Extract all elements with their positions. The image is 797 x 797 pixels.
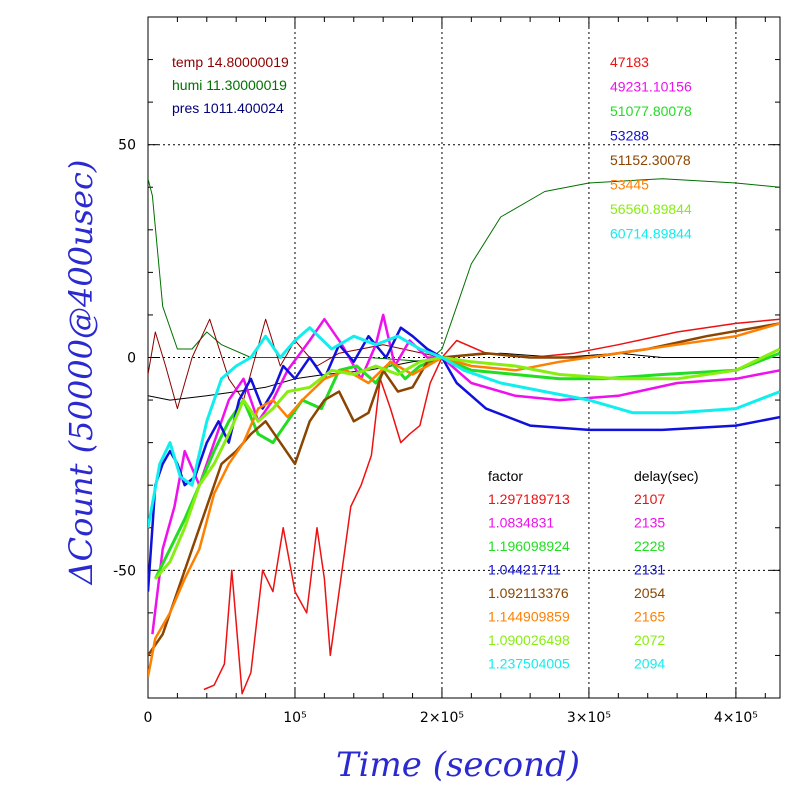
factor-value: 1.196098924: [488, 538, 570, 554]
factor-value: 1.237504005: [488, 656, 570, 672]
delay-value: 2228: [634, 538, 665, 554]
factor-header: factor: [488, 468, 523, 484]
delay-value: 2054: [634, 585, 665, 601]
series-line-2: [148, 352, 780, 401]
env-legend-item: pres 1011.400024: [172, 100, 284, 116]
series-line-8: [148, 322, 780, 677]
delay-header: delay(sec): [634, 468, 699, 484]
series-layer: [148, 178, 780, 695]
x-tick-label: 0: [144, 710, 153, 726]
value-legend-item: 49231.10156: [610, 79, 692, 95]
x-tick-labels: 0 10⁵ 2×10⁵ 3×10⁵ 4×10⁵: [144, 710, 758, 726]
value-legend-item: 47183: [610, 54, 649, 70]
y-tick-label: 0: [127, 351, 136, 367]
value-legend-item: 53288: [610, 128, 649, 144]
y-tick-label: 50: [118, 138, 136, 154]
series-line-5: [153, 351, 780, 580]
series-line-7: [148, 322, 780, 657]
x-tick-label: 4×10⁵: [714, 710, 758, 726]
table-rows: 1.297189713 2107 1.0834831 2135 1.196098924 2…: [488, 491, 665, 672]
value-legend-item: 51077.80078: [610, 103, 692, 119]
x-tick-label: 2×10⁵: [420, 710, 464, 726]
delay-value: 2094: [634, 656, 665, 672]
value-legend-item: 51152.30078: [610, 152, 691, 168]
factor-value: 1.090026498: [488, 632, 570, 648]
env-legend: temp 14.80000019 humi 11.30000019 pres 101…: [172, 54, 289, 116]
delay-value: 2072: [634, 632, 665, 648]
env-legend-item: humi 11.30000019: [172, 77, 287, 93]
delay-value: 2135: [634, 515, 665, 531]
y-tick-labels: -50 0 50: [113, 138, 136, 580]
series-line-9: [154, 347, 780, 580]
value-legend: 47183 49231.10156 51077.80078 53288 51152.30…: [610, 54, 692, 242]
series-line-10: [148, 326, 780, 529]
minor-ticks: [147, 17, 780, 698]
y-axis-title: ΔCount (50000@400usec): [62, 160, 100, 587]
delay-value: 2107: [634, 491, 665, 507]
series-line-4: [151, 313, 780, 635]
x-axis-title: Time (second): [336, 745, 580, 785]
value-legend-item: 53445: [610, 177, 649, 193]
x-tick-label: 10⁵: [283, 710, 306, 726]
value-legend-item: 56560.89844: [610, 201, 692, 217]
delay-value: 2165: [634, 609, 665, 625]
value-legend-item: 60714.89844: [610, 226, 692, 242]
factor-value: 1.0834831: [488, 515, 554, 531]
factor-value: 1.297189713: [488, 491, 570, 507]
x-tick-label: 3×10⁵: [567, 710, 611, 726]
env-legend-item: temp 14.80000019: [172, 54, 289, 70]
delay-value: 2131: [634, 562, 665, 578]
y-tick-label: -50: [113, 563, 136, 579]
factor-value: 1.144909859: [488, 609, 570, 625]
factor-delay-table: factor delay(sec) 1.297189713 2107 1.08348…: [488, 468, 699, 672]
factor-value: 1.04421711: [488, 562, 561, 578]
factor-value: 1.092113376: [488, 585, 569, 601]
